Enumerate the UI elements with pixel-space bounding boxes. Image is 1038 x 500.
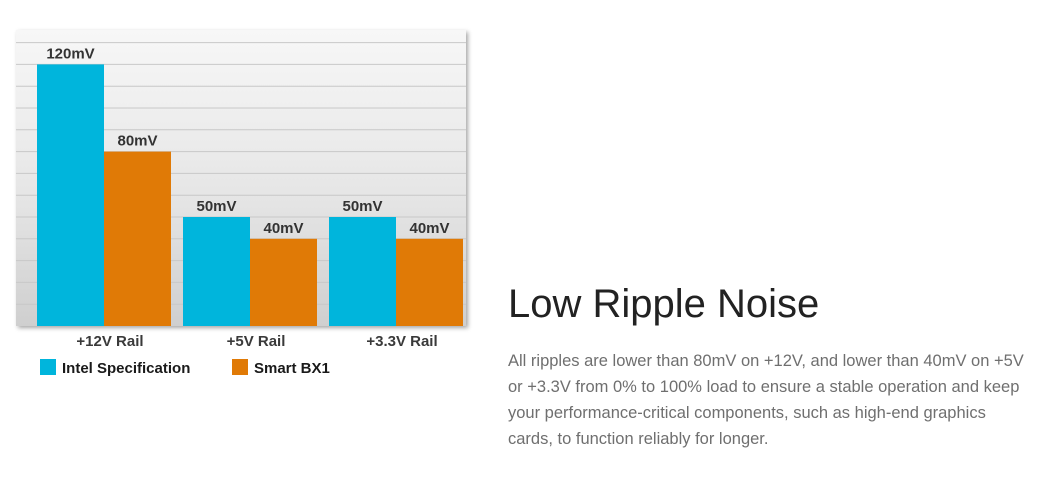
- feature-text: Low Ripple Noise All ripples are lower t…: [508, 278, 1028, 452]
- bars: [37, 64, 463, 327]
- x-tick-label: +3.3V Rail: [366, 333, 437, 350]
- data-label: 40mV: [409, 220, 449, 237]
- data-label: 50mV: [196, 198, 236, 215]
- bar-intel-0: [37, 64, 104, 327]
- legend: Intel Specification Smart BX1: [40, 359, 330, 377]
- bar-smart-bx1-2: [396, 238, 463, 326]
- legend-swatch: [40, 359, 56, 375]
- bar-intel-1: [183, 217, 250, 326]
- data-label: 40mV: [263, 220, 303, 237]
- data-label: 120mV: [46, 45, 94, 62]
- ripple-chart: 120mV 80mV 50mV 40mV 50mV 40mV +12V Rail +5V R…: [10, 24, 480, 384]
- x-tick-labels: +12V Rail +5V Rail +3.3V Rail: [76, 333, 437, 350]
- bar-smart-bx1-0: [104, 151, 171, 326]
- legend-label: Intel Specification: [62, 360, 190, 377]
- x-tick-label: +12V Rail: [76, 333, 143, 350]
- legend-swatch: [232, 359, 248, 375]
- bar-intel-2: [329, 217, 396, 326]
- chart-svg: 120mV 80mV 50mV 40mV 50mV 40mV +12V Rail +5V R…: [16, 30, 466, 377]
- feature-description: All ripples are lower than 80mV on +12V,…: [508, 352, 1024, 448]
- legend-label: Smart BX1: [254, 360, 330, 377]
- data-label: 80mV: [117, 133, 157, 150]
- bar-smart-bx1-1: [250, 238, 317, 326]
- data-label: 50mV: [342, 198, 382, 215]
- feature-heading: Low Ripple Noise: [508, 282, 820, 326]
- x-tick-label: +5V Rail: [227, 333, 286, 350]
- data-labels: 120mV 80mV 50mV 40mV 50mV 40mV: [46, 45, 449, 236]
